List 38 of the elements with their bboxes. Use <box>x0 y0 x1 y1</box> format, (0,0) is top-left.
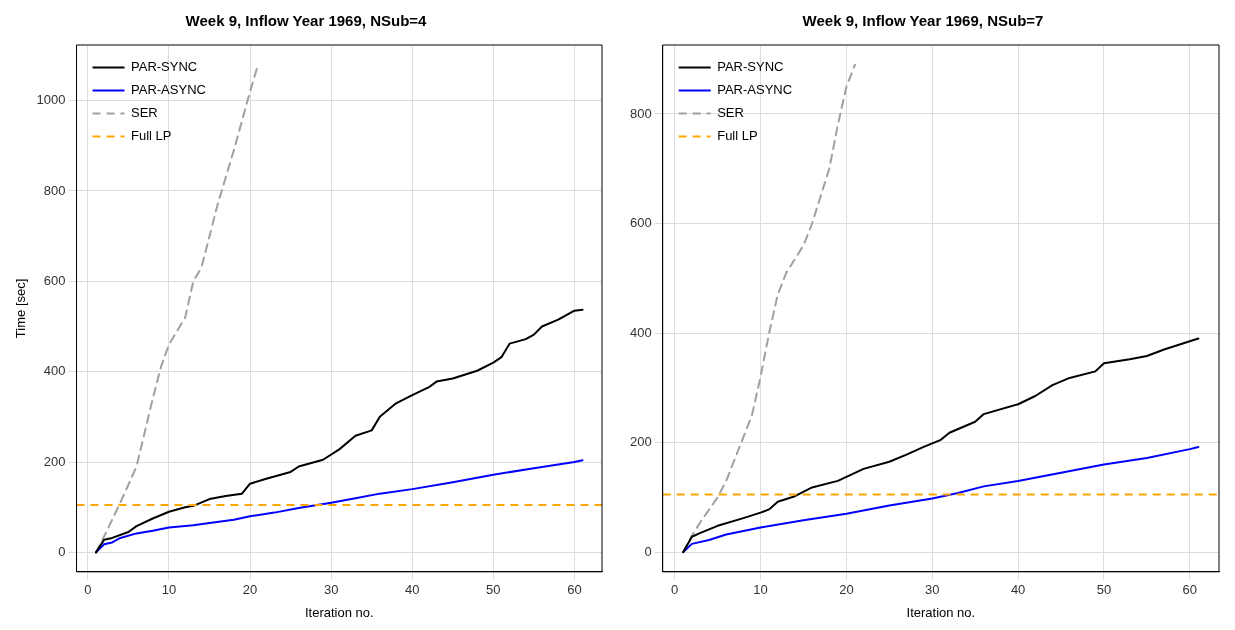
legend-label: PAR-SYNC <box>131 59 198 75</box>
y-tick-label: 1000 <box>36 92 66 108</box>
x-tick-label: 60 <box>567 582 582 598</box>
x-tick-label: 0 <box>671 582 679 598</box>
x-tick-label: 50 <box>1096 582 1112 598</box>
x-tick-label: 20 <box>839 582 854 598</box>
chart-title: Week 9, Inflow Year 1969, NSub=4 <box>185 12 428 30</box>
y-tick-label: 0 <box>58 543 66 559</box>
y-tick-label: 0 <box>644 543 652 559</box>
x-tick-label: 20 <box>242 582 258 598</box>
x-tick-label: 60 <box>1182 582 1198 598</box>
y-tick-label: 800 <box>43 182 66 198</box>
x-tick-label: 10 <box>161 582 177 598</box>
chart-title: Week 9, Inflow Year 1969, NSub=7 <box>802 12 1044 30</box>
legend-label: PAR-ASYNC <box>131 82 206 98</box>
x-tick-label: 40 <box>405 582 420 598</box>
legend-label: Full LP <box>131 128 172 144</box>
x-tick-label: 0 <box>84 582 92 598</box>
x-tick-label: 30 <box>925 582 940 598</box>
x-tick-label: 50 <box>486 582 501 598</box>
x-axis-title: Iteration no. <box>304 604 374 620</box>
x-tick-label: 40 <box>1010 582 1026 598</box>
y-tick-label: 400 <box>629 324 652 340</box>
y-tick-label: 600 <box>629 215 652 231</box>
y-tick-label: 600 <box>43 272 66 288</box>
x-tick-label: 10 <box>753 582 768 598</box>
y-axis-title: Time [sec] <box>13 278 29 339</box>
legend-label: SER <box>131 105 158 121</box>
legend-label: Full LP <box>717 128 758 144</box>
y-tick-label: 400 <box>43 363 66 379</box>
x-axis-title: Iteration no. <box>906 604 976 620</box>
x-tick-label: 30 <box>323 582 339 598</box>
y-tick-label: 800 <box>629 105 652 121</box>
legend-label: SER <box>717 105 744 121</box>
y-tick-label: 200 <box>629 434 652 450</box>
legend-label: PAR-SYNC <box>717 59 784 75</box>
y-tick-label: 200 <box>43 453 66 469</box>
legend-label: PAR-ASYNC <box>717 82 793 98</box>
